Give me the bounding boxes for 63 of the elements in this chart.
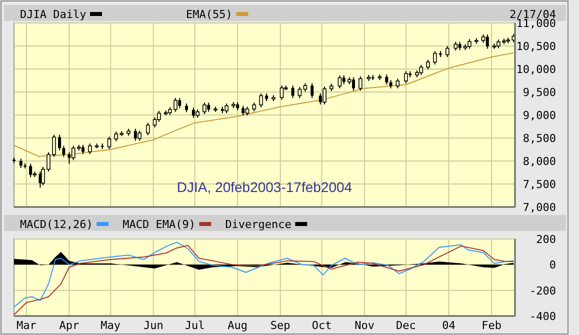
candlestick xyxy=(88,143,92,155)
x-tick-label: Sep xyxy=(270,319,290,332)
y-tick-label: -200 xyxy=(530,284,556,298)
candlestick xyxy=(19,158,22,168)
candlestick xyxy=(71,145,76,161)
y-tick-label: -400 xyxy=(530,310,556,323)
candlestick xyxy=(224,103,228,114)
line-series xyxy=(14,52,514,157)
legend-label: DJIA Daily xyxy=(20,8,87,21)
candlestick xyxy=(433,50,437,65)
y-tick-label: 10,500 xyxy=(516,40,556,53)
candlestick xyxy=(259,92,263,108)
candlestick xyxy=(68,152,71,164)
y-tick-label: 0 xyxy=(549,258,556,272)
candlestick xyxy=(396,78,400,89)
candlestick xyxy=(146,122,150,136)
legend-label: Divergence xyxy=(225,218,292,231)
x-tick-label: Feb xyxy=(482,319,502,332)
candlestick xyxy=(338,74,342,89)
y-tick-label: 200 xyxy=(536,233,556,246)
candlestick xyxy=(310,82,314,98)
x-tick-label: Jul xyxy=(184,319,205,332)
candlestick xyxy=(62,145,66,158)
candlestick xyxy=(152,116,157,128)
annotation: DJIA, 20feb2003-17feb2004 xyxy=(176,179,352,195)
legend-label: MACD EMA(9) xyxy=(122,218,196,231)
x-tick-label: Jun xyxy=(143,319,164,332)
x-tick-label: 04 xyxy=(442,319,456,332)
candlestick xyxy=(404,70,408,84)
candlestick xyxy=(58,134,62,151)
x-tick-label: Mar xyxy=(16,319,37,332)
y-tick-label: 7,500 xyxy=(522,178,556,191)
y-tick-label: 9,500 xyxy=(522,86,556,99)
x-tick-label: Oct xyxy=(312,319,332,332)
x-tick-label: May xyxy=(100,319,121,332)
y-tick-label: 9,000 xyxy=(522,109,556,122)
candlestick xyxy=(419,64,424,76)
y-tick-label: 8,500 xyxy=(522,132,556,145)
candlestick xyxy=(280,85,284,100)
legend-label: EMA(55) xyxy=(186,8,232,21)
candlestick xyxy=(445,46,450,58)
candlestick xyxy=(468,38,472,50)
candlestick xyxy=(291,85,294,98)
y-tick-label: 7,000 xyxy=(522,201,556,214)
legend-label: MACD(12,26) xyxy=(20,218,93,231)
x-tick-label: Dec xyxy=(396,319,416,332)
candlestick xyxy=(486,34,489,50)
candlestick xyxy=(29,163,32,178)
candlestick xyxy=(322,86,326,105)
y-tick-label: 8,000 xyxy=(522,155,556,168)
candlestick xyxy=(426,59,430,70)
x-tick-label: Aug xyxy=(228,319,248,332)
x-tick-label: Nov xyxy=(354,319,375,332)
candlestick xyxy=(358,76,362,92)
candlestick xyxy=(298,86,302,98)
x-tick-label: Apr xyxy=(59,319,80,332)
candlestick xyxy=(242,105,245,116)
candlestick xyxy=(385,74,388,86)
candlestick xyxy=(107,136,112,150)
candlestick xyxy=(202,102,206,115)
candlestick xyxy=(114,131,118,142)
y-tick-label: 10,000 xyxy=(516,63,556,76)
candlestick xyxy=(138,130,142,142)
